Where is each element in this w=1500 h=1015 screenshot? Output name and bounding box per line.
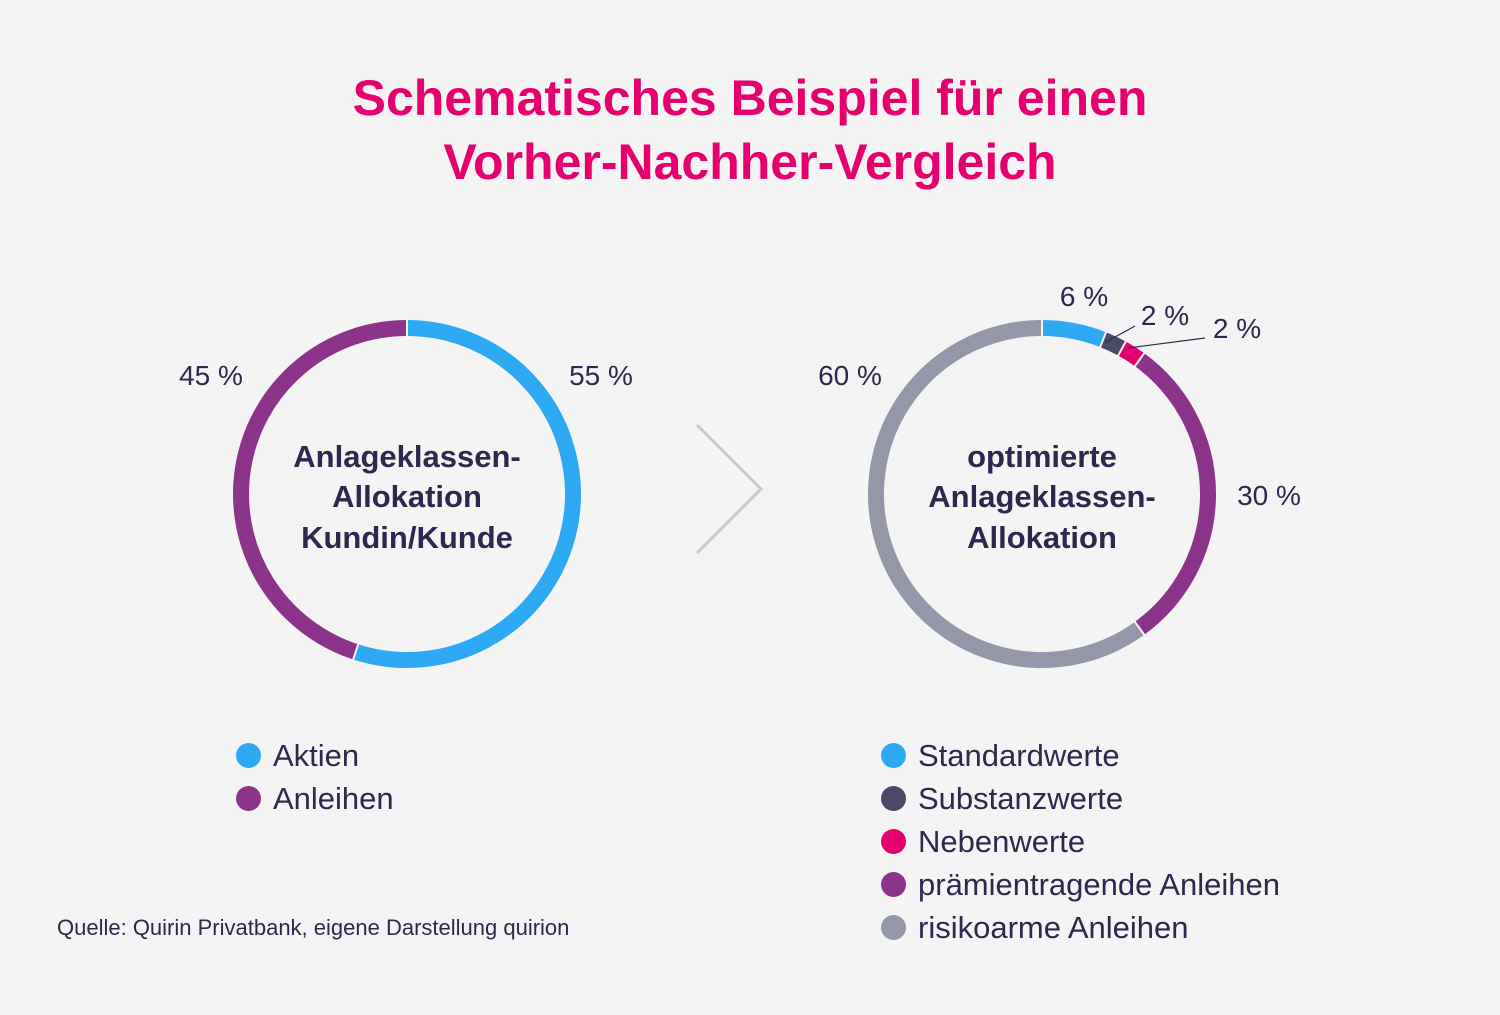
donut-chart-1: 55 % 45 % Anlageklassen- Allokation Kundin/K… (179, 319, 633, 668)
slice-separator (1133, 351, 1146, 368)
slice-separator (1116, 340, 1128, 357)
donut-center-label: Anlageklassen- (928, 479, 1155, 514)
chevron-right-icon (695, 423, 764, 555)
legend-item: Aktien (236, 734, 394, 777)
slice-value-label: 2 % (1213, 313, 1261, 344)
donut-chart-2: 6 % 2 % 2 % 30 % 60 % optimierte Anlageklassen… (818, 281, 1301, 668)
chart-title-line-2: Vorher-Nachher-Vergleich (443, 134, 1057, 190)
legend-label: Nebenwerte (918, 824, 1086, 859)
donut-center-label: Anlageklassen- (293, 439, 520, 474)
chart-title: Schematisches Beispiel für einen Vorher-… (0, 66, 1500, 194)
legend-swatch (881, 786, 906, 811)
legend-item: prämientragende Anleihen (881, 863, 1280, 906)
donut-center-label: Kundin/Kunde (301, 520, 513, 555)
legend-item: Nebenwerte (881, 820, 1280, 863)
legend-swatch (881, 829, 906, 854)
donut-center-label: Allokation (967, 520, 1117, 555)
slice-separator (1098, 330, 1108, 349)
donut-slice-aktien (353, 320, 581, 668)
donut-slice-prämientragende-anleihen (1134, 353, 1216, 635)
donut-slice-risikoarme-anleihen (868, 320, 1145, 668)
legend-left: Aktien Anleihen (236, 734, 394, 820)
donut-slice-substanzwerte (1100, 332, 1126, 356)
chart-title-line-1: Schematisches Beispiel für einen (352, 70, 1148, 126)
legend-swatch (881, 915, 906, 940)
label-leader-line (1105, 325, 1136, 343)
legend-label: prämientragende Anleihen (918, 867, 1280, 902)
donut-slice-nebenwerte (1118, 341, 1145, 367)
legend-item: risikoarme Anleihen (881, 906, 1280, 949)
slice-separator (1133, 620, 1146, 637)
slice-value-label: 6 % (1060, 281, 1108, 312)
donut-center-label: optimierte (967, 439, 1117, 474)
legend-label: Standardwerte (918, 738, 1120, 773)
legend-item: Standardwerte (881, 734, 1280, 777)
slice-value-label: 30 % (1237, 480, 1301, 511)
source-note: Quelle: Quirin Privatbank, eigene Darste… (57, 915, 570, 940)
legend-swatch (236, 786, 261, 811)
donut-slice-anleihen (233, 320, 408, 660)
legend-item: Anleihen (236, 777, 394, 820)
legend-label: Aktien (273, 738, 360, 773)
legend-swatch (236, 743, 261, 768)
donut-center-label: Allokation (332, 479, 482, 514)
label-leader-line (1127, 337, 1206, 349)
slice-value-label: 2 % (1141, 300, 1189, 331)
slice-value-label: 60 % (818, 360, 882, 391)
legend-swatch (881, 743, 906, 768)
slice-value-label: 55 % (569, 360, 633, 391)
slice-separator (351, 643, 360, 661)
slice-value-label: 45 % (179, 360, 243, 391)
legend-item: Substanzwerte (881, 777, 1280, 820)
legend-label: risikoarme Anleihen (918, 910, 1189, 945)
legend-swatch (881, 872, 906, 897)
legend-right: Standardwerte Substanzwerte Nebenwerte präm… (881, 734, 1280, 949)
donut-slice-standardwerte (1041, 320, 1107, 348)
legend-label: Substanzwerte (918, 781, 1124, 816)
legend-label: Anleihen (273, 781, 394, 816)
